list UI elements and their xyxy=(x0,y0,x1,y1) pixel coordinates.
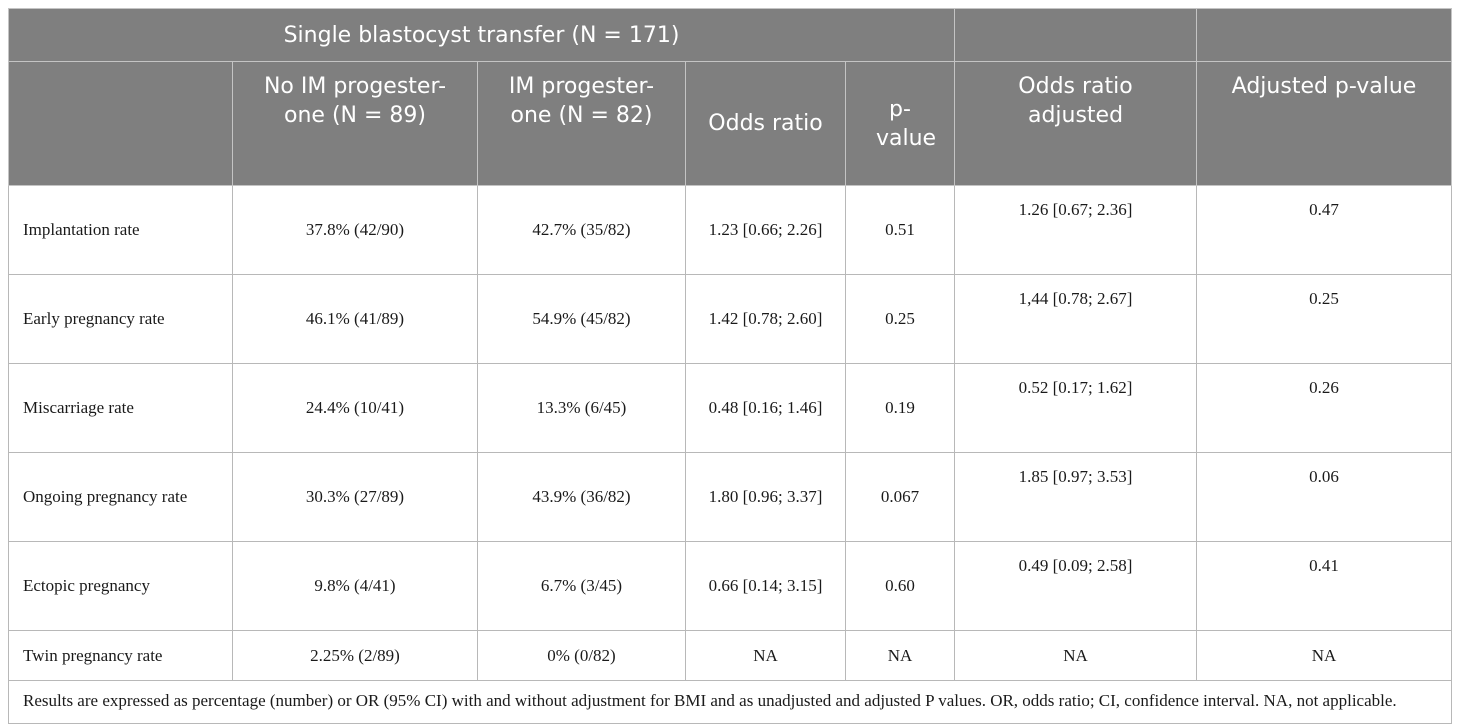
row-label: Twin pregnancy rate xyxy=(8,630,233,681)
cell-no-im: 30.3% (27/89) xyxy=(232,452,478,542)
cell-p-value: 0.51 xyxy=(844,185,956,275)
cell-no-im: 24.4% (10/41) xyxy=(232,363,478,453)
cell-no-im: 46.1% (41/89) xyxy=(232,274,478,364)
cell-adjusted-p-value: 0.26 xyxy=(1196,363,1453,453)
cell-odds-ratio: 1.23 [0.66; 2.26] xyxy=(685,185,846,275)
cell-adjusted-p-value: 0.06 xyxy=(1196,452,1453,542)
cell-odds-ratio: 0.66 [0.14; 3.15] xyxy=(685,541,846,631)
cell-odds-ratio-adjusted: NA xyxy=(954,630,1198,681)
cell-im: 54.9% (45/82) xyxy=(477,274,686,364)
table-row: Twin pregnancy rate 2.25% (2/89) 0% (0/8… xyxy=(8,630,1453,681)
cell-p-value: 0.067 xyxy=(844,452,956,542)
footnote-row: Results are expressed as percentage (num… xyxy=(7,680,1453,724)
cell-im: 6.7% (3/45) xyxy=(477,541,686,631)
row-label: Ectopic pregnancy xyxy=(8,541,233,631)
cell-odds-ratio: NA xyxy=(685,630,846,681)
cell-odds-ratio-adjusted: 0.49 [0.09; 2.58] xyxy=(954,541,1198,631)
table-row: Early pregnancy rate 46.1% (41/89) 54.9%… xyxy=(8,274,1453,364)
cell-no-im: 37.8% (42/90) xyxy=(232,185,478,275)
cell-odds-ratio: 1.80 [0.96; 3.37] xyxy=(685,452,846,542)
cell-odds-ratio-adjusted: 0.52 [0.17; 1.62] xyxy=(954,363,1198,453)
cell-p-value: 0.60 xyxy=(844,541,956,631)
cell-adjusted-p-value: 0.41 xyxy=(1196,541,1453,631)
table-row: Miscarriage rate 24.4% (10/41) 13.3% (6/… xyxy=(8,363,1453,453)
cell-im: 43.9% (36/82) xyxy=(477,452,686,542)
cell-im: 42.7% (35/82) xyxy=(477,185,686,275)
results-table-container: Single blastocyst transfer (N = 171) No … xyxy=(7,8,1453,724)
column-header-im: IM progester-one (N = 82) xyxy=(477,61,686,186)
table-footnote: Results are expressed as percentage (num… xyxy=(7,680,1453,724)
cell-odds-ratio: 1.42 [0.78; 2.60] xyxy=(685,274,846,364)
column-header-label xyxy=(8,61,233,186)
column-header-no-im: No IM progester-one (N = 89) xyxy=(232,61,478,186)
cell-odds-ratio: 0.48 [0.16; 1.46] xyxy=(685,363,846,453)
cell-adjusted-p-value: 0.25 xyxy=(1196,274,1453,364)
group-header-blank xyxy=(1196,8,1453,62)
group-header-blank xyxy=(954,8,1198,62)
row-label: Ongoing pregnancy rate xyxy=(8,452,233,542)
cell-no-im: 2.25% (2/89) xyxy=(232,630,478,681)
cell-im: 13.3% (6/45) xyxy=(477,363,686,453)
column-header-p-value: p-value xyxy=(844,61,956,186)
cell-im: 0% (0/82) xyxy=(477,630,686,681)
cell-p-value: 0.19 xyxy=(844,363,956,453)
column-header-adjusted-p-value: Adjusted p-value xyxy=(1196,61,1453,186)
cell-p-value: 0.25 xyxy=(844,274,956,364)
group-header-single-blastocyst: Single blastocyst transfer (N = 171) xyxy=(7,8,956,62)
results-table: Single blastocyst transfer (N = 171) No … xyxy=(7,8,1453,724)
table-row: Ectopic pregnancy 9.8% (4/41) 6.7% (3/45… xyxy=(8,541,1453,631)
cell-no-im: 9.8% (4/41) xyxy=(232,541,478,631)
cell-p-value: NA xyxy=(844,630,956,681)
cell-odds-ratio-adjusted: 1.26 [0.67; 2.36] xyxy=(954,185,1198,275)
cell-odds-ratio-adjusted: 1,44 [0.78; 2.67] xyxy=(954,274,1198,364)
row-label: Miscarriage rate xyxy=(8,363,233,453)
column-header-row: No IM progester-one (N = 89) IM progeste… xyxy=(8,61,1453,186)
cell-adjusted-p-value: NA xyxy=(1196,630,1453,681)
column-header-odds-ratio-adjusted: Odds ratio adjusted xyxy=(954,61,1198,186)
row-label: Early pregnancy rate xyxy=(8,274,233,364)
table-row: Implantation rate 37.8% (42/90) 42.7% (3… xyxy=(8,185,1453,275)
cell-odds-ratio-adjusted: 1.85 [0.97; 3.53] xyxy=(954,452,1198,542)
group-header-row: Single blastocyst transfer (N = 171) xyxy=(7,8,1453,62)
cell-adjusted-p-value: 0.47 xyxy=(1196,185,1453,275)
column-header-odds-ratio: Odds ratio xyxy=(685,61,846,186)
row-label: Implantation rate xyxy=(8,185,233,275)
table-row: Ongoing pregnancy rate 30.3% (27/89) 43.… xyxy=(8,452,1453,542)
